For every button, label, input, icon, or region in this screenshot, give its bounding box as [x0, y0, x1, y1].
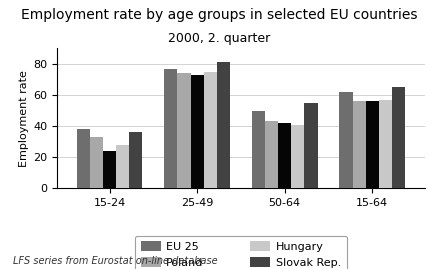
Bar: [90, 137, 103, 188]
Bar: [116, 145, 129, 188]
Bar: [129, 132, 142, 188]
Bar: [252, 111, 265, 188]
Bar: [265, 122, 278, 188]
Bar: [392, 87, 405, 188]
Y-axis label: Employment rate: Employment rate: [19, 70, 29, 167]
Text: 2000, 2. quarter: 2000, 2. quarter: [168, 32, 270, 45]
Bar: [191, 75, 204, 188]
Bar: [291, 125, 304, 188]
Bar: [304, 103, 318, 188]
Bar: [77, 129, 90, 188]
Text: Employment rate by age groups in selected EU countries: Employment rate by age groups in selecte…: [21, 8, 417, 22]
Bar: [217, 62, 230, 188]
Bar: [353, 101, 366, 188]
Bar: [204, 72, 217, 188]
Bar: [366, 101, 379, 188]
Text: LFS series from Eurostat on-line database: LFS series from Eurostat on-line databas…: [13, 256, 218, 266]
Bar: [278, 123, 291, 188]
Bar: [103, 151, 116, 188]
Legend: EU 25, Poland, Czech Rep., Hungary, Slovak Rep.: EU 25, Poland, Czech Rep., Hungary, Slov…: [135, 236, 347, 269]
Bar: [379, 100, 392, 188]
Bar: [177, 73, 191, 188]
Bar: [339, 92, 353, 188]
Bar: [164, 69, 177, 188]
